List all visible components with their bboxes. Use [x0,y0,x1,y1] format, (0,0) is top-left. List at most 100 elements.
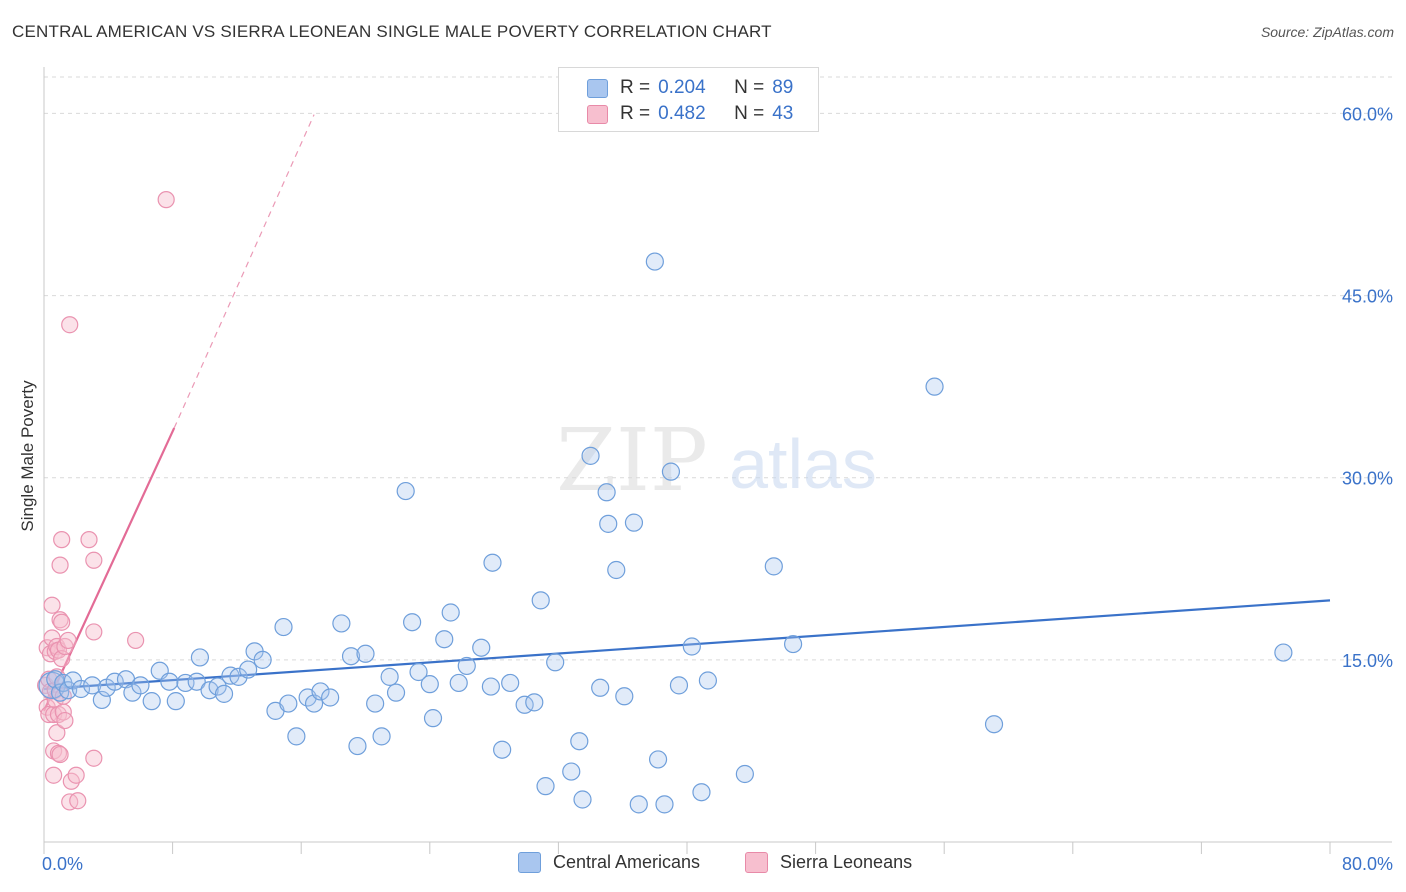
central-point [581,446,600,465]
central-point [321,688,340,707]
sierra-point [56,711,74,730]
central-point [645,252,664,271]
sierra-point [43,596,61,614]
watermark-zip: ZIP [556,411,708,511]
legend-n-value: 43 [772,103,794,124]
central-point [409,662,428,682]
central-point [372,727,391,746]
central-point [341,647,361,666]
central-point [629,795,648,814]
central-point [348,736,367,756]
tick-labels: 15.0% 30.0% 45.0% 60.0% 0.0% 80.0% [42,104,1393,874]
central-point [1274,643,1293,662]
sierra-point [61,316,79,334]
central-point [925,377,944,396]
x-tick-label: 80.0% [1342,854,1393,874]
sierra-point [40,705,58,724]
legend-row-sierra: R = 0.482 N = 43 [587,102,793,126]
central-point [536,777,555,796]
bottom-legend-label-central: Central Americans [553,852,701,872]
x-tick-label: 0.0% [42,854,83,874]
central-point [396,481,415,501]
sierra-point [45,766,63,784]
central-point [208,677,227,696]
sierra-point [59,631,77,650]
central-point [692,783,711,802]
central-point [386,683,406,702]
central-point [783,634,803,654]
gridlines [44,76,1392,661]
legend-swatch-central [587,78,608,98]
central-point [423,709,443,728]
central-point [83,676,102,695]
central-point [229,667,248,686]
legend-n-value: 89 [772,77,794,98]
bottom-legend-sierra: Sierra Leoneans [745,852,912,873]
central-point [624,513,644,532]
central-point [71,679,91,699]
central-point [493,740,512,759]
central-point [669,676,689,695]
central-point [105,672,124,691]
central-point [472,638,491,657]
legend-swatch-sierra [587,104,608,124]
central-point [483,553,502,572]
sierra-point [69,792,87,810]
central-point [607,560,626,580]
central-point [332,614,351,633]
y-tick-label: 15.0% [1342,651,1393,671]
central-point [420,675,439,694]
central-point [449,673,468,693]
central-point [311,682,330,701]
central-point [457,656,476,676]
central-point [501,673,520,693]
central-point [562,762,581,781]
source-label: Source: ZipAtlas.com [1260,24,1394,40]
sierra-point [85,551,103,569]
sierra-leoneans-points [37,191,175,811]
sierra-point [48,724,66,742]
legend-n-label: N = [734,77,765,98]
sierra-point [53,531,71,549]
central-trend-line [43,599,1331,691]
bottom-legend-label-sierra: Sierra Leoneans [780,852,913,872]
central-point [531,591,550,610]
bottom-legend-swatch-central [518,852,541,873]
central-point [131,676,150,695]
central-point [984,715,1004,734]
central-point [735,764,754,784]
central-point [239,660,258,679]
central-point [698,671,717,690]
central-point [59,681,78,700]
legend-r-label: R = [620,77,651,98]
sierra-point [85,749,103,767]
watermark: ZIP atlas [556,411,877,511]
central-point [682,637,701,656]
central-point [166,692,185,711]
central-point [160,672,179,691]
central-point [274,617,293,637]
axes [43,67,1392,854]
sierra-point [51,556,69,574]
central-point [655,795,674,814]
sierra-point [127,631,145,650]
central-americans-points [38,252,1293,814]
y-tick-label: 60.0% [1342,104,1393,124]
central-point [253,650,272,669]
sierra-point [53,613,71,631]
central-point [403,613,422,632]
legend-n-label: N = [734,103,765,124]
bottom-legend-central: Central Americans [518,852,700,873]
central-point [214,684,234,703]
legend: R = 0.204 N = 89 R = 0.482 N = 43 [558,67,819,132]
trend-lines [43,114,1331,712]
central-point [661,462,681,481]
sierra-point [51,745,69,764]
bottom-legend-swatch-sierra [745,852,768,873]
sierra-trend-line [43,427,176,712]
central-point [187,672,206,691]
central-point [615,687,634,706]
legend-r-label: R = [620,103,651,124]
central-point [648,750,668,769]
